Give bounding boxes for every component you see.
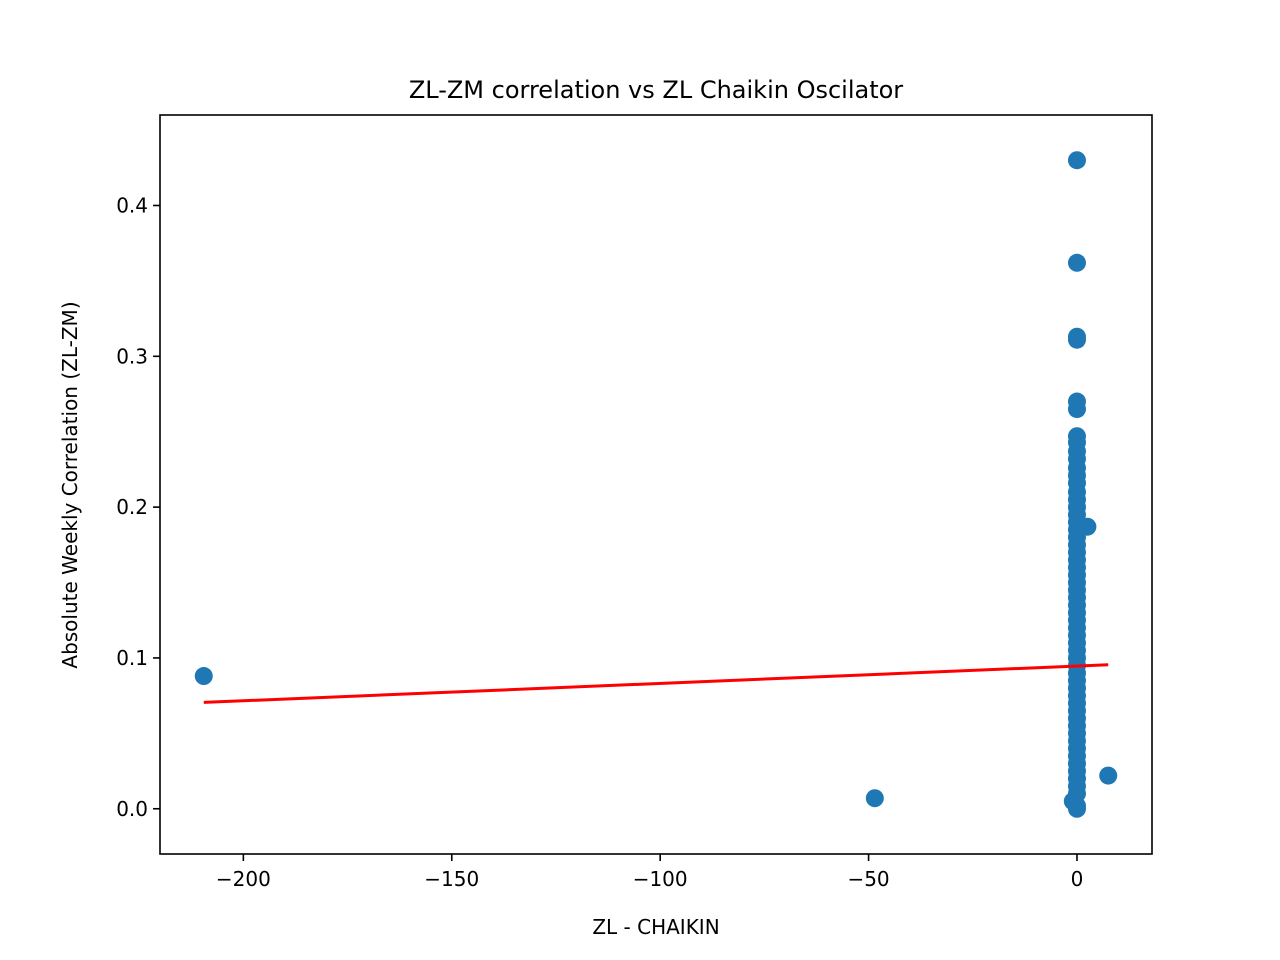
y-tick-label: 0.0 xyxy=(116,797,148,821)
y-axis: 0.0 0.1 0.2 0.3 0.4 xyxy=(116,193,160,821)
scatter-point xyxy=(1067,151,1086,170)
axes-frame xyxy=(159,114,1153,855)
scatter-point xyxy=(1067,400,1086,419)
y-tick-label: 0.4 xyxy=(116,193,148,217)
x-tick-label: 0 xyxy=(1071,867,1084,891)
x-tick-label: −200 xyxy=(216,867,271,891)
x-axis-label: ZL - CHAIKIN xyxy=(592,915,719,939)
scatter-point xyxy=(1067,330,1086,349)
scatter-point xyxy=(1067,253,1086,272)
scatter-point xyxy=(194,667,213,686)
y-tick-label: 0.1 xyxy=(116,646,148,670)
x-tick-label: −100 xyxy=(633,867,688,891)
scatter-point xyxy=(1067,799,1086,818)
scatter-point xyxy=(1099,766,1118,785)
y-axis-label: Absolute Weekly Correlation (ZL-ZM) xyxy=(58,301,82,668)
x-axis: −200 −150 −100 −50 0 xyxy=(216,854,1083,891)
plot-area xyxy=(194,151,1118,818)
x-tick-label: −150 xyxy=(424,867,479,891)
scatter-point xyxy=(865,789,884,808)
y-tick-label: 0.2 xyxy=(116,495,148,519)
x-tick-label: −50 xyxy=(847,867,889,891)
chart-title: ZL-ZM correlation vs ZL Chaikin Oscilato… xyxy=(409,76,903,104)
regression-line xyxy=(203,663,1109,704)
y-tick-label: 0.3 xyxy=(116,344,148,368)
